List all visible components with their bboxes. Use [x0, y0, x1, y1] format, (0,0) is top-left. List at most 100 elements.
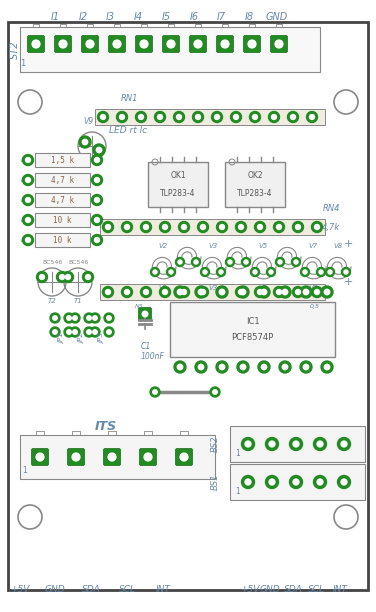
Circle shape [255, 286, 265, 297]
Circle shape [179, 286, 190, 297]
Circle shape [70, 327, 80, 337]
Circle shape [215, 114, 220, 119]
Circle shape [103, 286, 114, 297]
Circle shape [180, 453, 188, 461]
Bar [100, 284, 325, 300]
Circle shape [56, 272, 68, 283]
Circle shape [317, 441, 323, 447]
Circle shape [177, 289, 183, 295]
FancyBboxPatch shape [27, 35, 44, 53]
Circle shape [269, 441, 275, 447]
Circle shape [23, 195, 33, 206]
Circle shape [241, 476, 255, 488]
Text: 1: 1 [102, 114, 106, 120]
Circle shape [93, 316, 97, 320]
Circle shape [96, 147, 102, 153]
Circle shape [64, 313, 74, 323]
Text: SCL: SCL [118, 585, 135, 594]
Circle shape [198, 364, 204, 370]
Circle shape [195, 361, 207, 373]
FancyBboxPatch shape [68, 449, 85, 466]
FancyBboxPatch shape [270, 35, 288, 53]
Text: 4,7 k: 4,7 k [51, 195, 74, 204]
Circle shape [200, 267, 209, 277]
Circle shape [314, 438, 326, 450]
FancyBboxPatch shape [176, 449, 193, 466]
Circle shape [255, 222, 265, 233]
Bar [35, 193, 90, 207]
Circle shape [141, 286, 152, 297]
Text: OK1: OK1 [170, 171, 186, 180]
Circle shape [303, 289, 309, 295]
Text: ITS: ITS [95, 420, 117, 433]
Circle shape [70, 313, 80, 323]
Circle shape [167, 40, 175, 48]
Circle shape [245, 479, 251, 485]
FancyBboxPatch shape [139, 449, 156, 466]
Circle shape [253, 114, 258, 119]
Circle shape [53, 330, 57, 334]
Text: SDA: SDA [284, 585, 302, 594]
Circle shape [73, 316, 77, 320]
Text: T2: T2 [48, 298, 56, 304]
Bar [35, 153, 90, 167]
Circle shape [138, 114, 144, 119]
Text: +5V: +5V [10, 585, 30, 594]
Circle shape [293, 441, 299, 447]
Circle shape [344, 270, 348, 274]
Circle shape [94, 157, 100, 162]
Circle shape [124, 289, 129, 294]
Circle shape [278, 260, 282, 264]
Text: JP2: JP2 [79, 333, 85, 344]
Circle shape [84, 327, 94, 337]
Bar [20, 27, 320, 72]
Circle shape [91, 214, 103, 225]
Circle shape [159, 286, 170, 297]
Circle shape [195, 286, 207, 298]
Circle shape [167, 267, 176, 277]
Circle shape [142, 311, 148, 317]
Circle shape [84, 313, 94, 323]
Circle shape [73, 330, 77, 334]
Text: V5: V5 [258, 243, 268, 249]
Circle shape [191, 258, 200, 266]
Bar [212, 112, 222, 122]
Circle shape [26, 217, 30, 223]
Circle shape [219, 270, 223, 274]
Circle shape [67, 316, 71, 320]
Text: 1,5 k: 1,5 k [51, 155, 74, 165]
Circle shape [217, 286, 227, 297]
Circle shape [67, 330, 71, 334]
Circle shape [341, 479, 347, 485]
Circle shape [162, 225, 167, 230]
Circle shape [104, 327, 114, 337]
FancyBboxPatch shape [138, 307, 152, 321]
Text: SCL: SCL [308, 585, 324, 594]
Circle shape [153, 270, 157, 274]
Circle shape [210, 387, 220, 397]
Circle shape [321, 286, 333, 298]
Text: C1: C1 [141, 342, 151, 351]
Text: I6: I6 [190, 12, 199, 22]
Circle shape [106, 289, 111, 294]
Circle shape [64, 327, 74, 337]
Circle shape [211, 111, 223, 122]
Circle shape [106, 225, 111, 230]
Circle shape [237, 361, 249, 373]
Circle shape [220, 289, 224, 294]
FancyBboxPatch shape [55, 35, 71, 53]
Text: TLP283-4: TLP283-4 [160, 189, 196, 198]
Circle shape [150, 267, 159, 277]
Circle shape [294, 260, 298, 264]
Text: 1: 1 [235, 449, 240, 458]
Text: SDA: SDA [82, 585, 100, 594]
Circle shape [174, 286, 186, 298]
Circle shape [273, 286, 285, 297]
Text: V3: V3 [208, 243, 218, 249]
Bar [35, 213, 90, 227]
Circle shape [228, 260, 232, 264]
Text: IC1: IC1 [246, 317, 259, 326]
FancyBboxPatch shape [109, 35, 126, 53]
Circle shape [293, 479, 299, 485]
Text: BS1: BS1 [211, 474, 220, 490]
